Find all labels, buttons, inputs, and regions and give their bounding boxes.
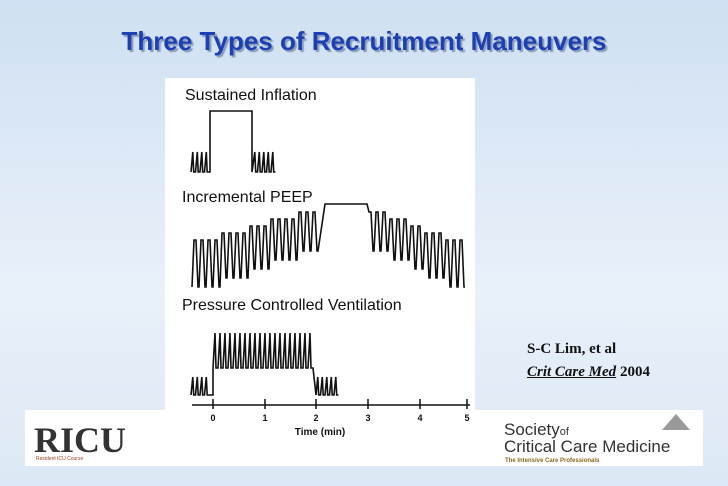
logo-right-line1: Societyof: [504, 420, 570, 439]
waveform: [190, 110, 276, 173]
logo-right-line2: Critical Care Medicine: [504, 437, 670, 456]
logo-left: RICU: [34, 420, 126, 460]
tick-label: 5: [464, 413, 469, 423]
time-ticks: 0 1 2 3 4 5: [210, 399, 470, 423]
waveform: [190, 332, 339, 396]
panel-label: Pressure Controlled Ventilation: [182, 297, 402, 314]
panel-label: Sustained Inflation: [185, 87, 317, 104]
tick-label: 1: [262, 413, 267, 423]
waveforms: [190, 110, 465, 396]
panel-label: Incremental PEEP: [182, 189, 313, 206]
logo-left-subtitle: Resident ICU Course: [36, 456, 83, 462]
logo-right-tagline: The Intensive Care Professionals: [505, 458, 600, 464]
tick-label: 2: [313, 413, 318, 423]
tick-label: 4: [417, 413, 422, 423]
tick-label: 0: [210, 413, 215, 423]
waveform: [191, 203, 465, 288]
axis-label: Time (min): [295, 427, 345, 438]
tick-label: 3: [365, 413, 370, 423]
slide-title: Three Types of Recruitment Maneuvers: [121, 26, 607, 56]
citation-authors: S-C Lim, et al: [527, 341, 617, 357]
logo-right-mark: [662, 414, 690, 430]
citation-source: Crit Care Med 2004: [527, 364, 650, 380]
footer-band: [25, 410, 703, 466]
